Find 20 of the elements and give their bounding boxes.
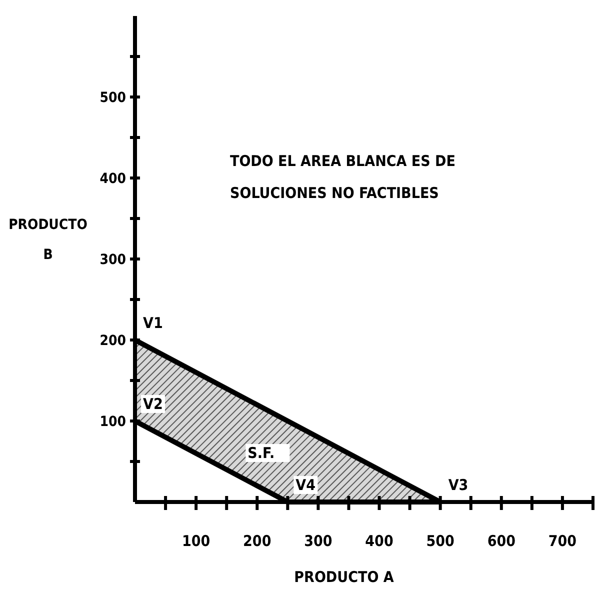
x-tick-label: 500 bbox=[426, 532, 454, 550]
y-tick-label: 300 bbox=[100, 252, 126, 268]
x-tick-label: 600 bbox=[487, 532, 516, 550]
y-tick-label: 400 bbox=[100, 171, 126, 187]
annotation: V2 bbox=[143, 395, 163, 413]
y-axis-title: PRODUCTO B bbox=[8, 217, 88, 263]
y-tick-label: 200 bbox=[100, 333, 126, 349]
y-tick-label: 100 bbox=[100, 414, 126, 430]
annotation: S.F. bbox=[248, 444, 275, 462]
x-tick-label: 700 bbox=[548, 532, 577, 550]
x-tick-label: 400 bbox=[365, 532, 394, 550]
x-tick-label: 200 bbox=[243, 532, 272, 550]
annotation: TODO EL AREA BLANCA ES DE SOLUCIONES NO FACTIBLES bbox=[230, 152, 456, 202]
y-tick-label: 500 bbox=[100, 90, 126, 106]
annotation: V4 bbox=[296, 476, 316, 494]
annotation: V1 bbox=[143, 314, 163, 332]
x-tick-label: 100 bbox=[182, 532, 210, 550]
annotation: V3 bbox=[448, 476, 468, 494]
x-axis-title: PRODUCTO A bbox=[294, 568, 394, 586]
x-tick-label: 300 bbox=[304, 532, 332, 550]
